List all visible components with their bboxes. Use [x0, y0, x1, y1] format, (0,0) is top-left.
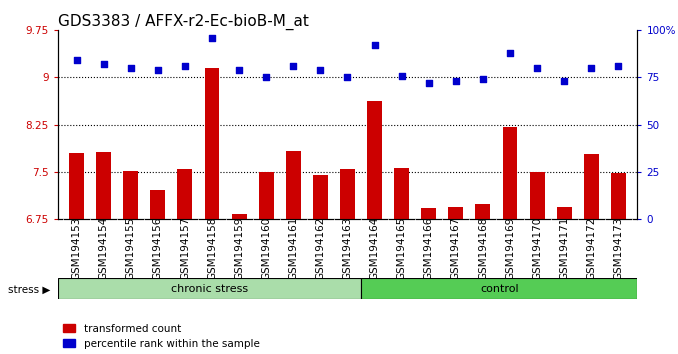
Text: GSM194160: GSM194160	[261, 217, 271, 280]
Text: GSM194159: GSM194159	[234, 217, 244, 280]
Text: GSM194157: GSM194157	[180, 217, 190, 280]
Point	[315, 67, 326, 73]
Bar	[286, 151, 301, 219]
Bar	[557, 207, 572, 219]
Point	[125, 65, 136, 71]
Text: GSM194165: GSM194165	[397, 217, 407, 280]
Point	[288, 63, 299, 69]
Text: GSM194163: GSM194163	[342, 217, 353, 280]
Text: stress ▶: stress ▶	[8, 285, 50, 295]
Bar	[361, 278, 637, 299]
Text: GSM194167: GSM194167	[451, 217, 461, 280]
Text: GSM194162: GSM194162	[315, 217, 325, 280]
Point	[450, 78, 461, 84]
Point	[261, 75, 272, 80]
Bar	[69, 153, 84, 219]
Bar	[340, 169, 355, 219]
Bar	[205, 68, 220, 219]
Bar	[151, 190, 165, 219]
Point	[207, 35, 218, 40]
Text: GSM194164: GSM194164	[370, 217, 380, 280]
Text: GSM194169: GSM194169	[505, 217, 515, 280]
Bar	[96, 152, 111, 219]
Bar	[502, 127, 517, 219]
Text: GSM194172: GSM194172	[586, 217, 596, 280]
Text: GSM194153: GSM194153	[72, 217, 81, 280]
Bar	[58, 278, 361, 299]
Text: GDS3383 / AFFX-r2-Ec-bioB-M_at: GDS3383 / AFFX-r2-Ec-bioB-M_at	[58, 14, 308, 30]
Point	[153, 67, 163, 73]
Bar	[611, 173, 626, 219]
Point	[342, 75, 353, 80]
Bar	[367, 102, 382, 219]
Point	[180, 63, 191, 69]
Text: GSM194155: GSM194155	[125, 217, 136, 280]
Point	[504, 50, 515, 56]
Point	[586, 65, 597, 71]
Text: GSM194170: GSM194170	[532, 217, 542, 280]
Bar	[475, 204, 490, 219]
Text: chronic stress: chronic stress	[171, 284, 248, 293]
Bar	[421, 208, 436, 219]
Text: GSM194173: GSM194173	[614, 217, 623, 280]
Point	[532, 65, 542, 71]
Bar	[584, 154, 599, 219]
Bar	[530, 172, 544, 219]
Point	[613, 63, 624, 69]
Text: GSM194158: GSM194158	[207, 217, 217, 280]
Bar	[313, 175, 328, 219]
Text: GSM194154: GSM194154	[99, 217, 108, 280]
Point	[423, 80, 434, 86]
Point	[369, 42, 380, 48]
Point	[234, 67, 245, 73]
Legend: transformed count, percentile rank within the sample: transformed count, percentile rank withi…	[63, 324, 260, 349]
Text: GSM194156: GSM194156	[153, 217, 163, 280]
Point	[396, 73, 407, 78]
Bar	[259, 172, 274, 219]
Text: GSM194161: GSM194161	[288, 217, 298, 280]
Bar	[178, 169, 193, 219]
Point	[477, 76, 488, 82]
Bar	[232, 214, 247, 219]
Text: GSM194168: GSM194168	[478, 217, 488, 280]
Bar	[394, 168, 409, 219]
Point	[71, 58, 82, 63]
Text: control: control	[480, 284, 519, 293]
Bar	[448, 207, 463, 219]
Point	[98, 61, 109, 67]
Bar	[123, 171, 138, 219]
Text: GSM194171: GSM194171	[559, 217, 570, 280]
Text: GSM194166: GSM194166	[424, 217, 434, 280]
Point	[559, 78, 570, 84]
